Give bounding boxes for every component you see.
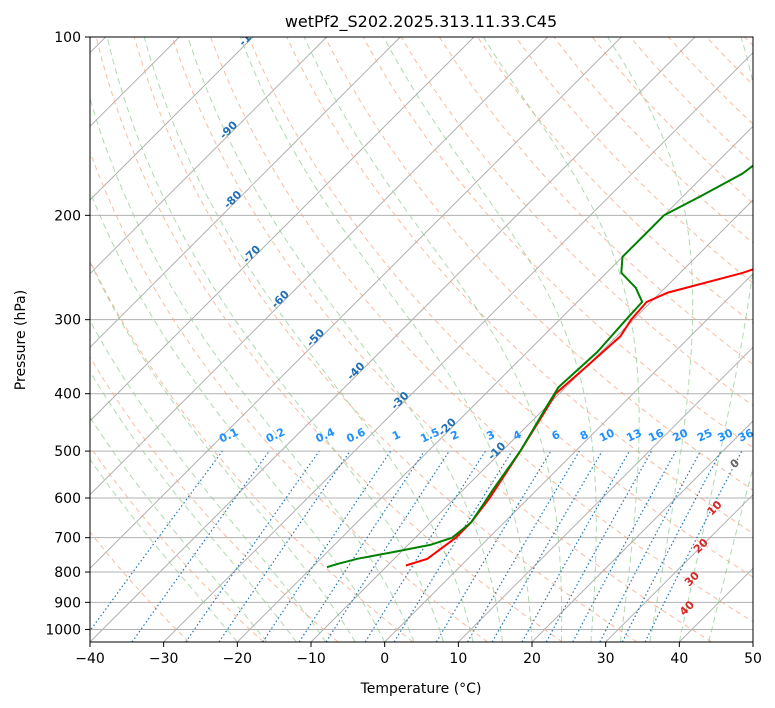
y-tick-label: 900	[54, 595, 81, 611]
x-tick-label: 50	[744, 651, 762, 667]
moist-adiabat-line	[187, 37, 503, 642]
mixing-ratio-line	[90, 450, 223, 632]
moist-adiabat-line	[90, 260, 356, 642]
moist-adiabat-line	[90, 458, 238, 642]
x-tick-label: 40	[670, 651, 688, 667]
dry-adiabat-line	[515, 37, 753, 284]
isotherm-gridline	[90, 37, 549, 496]
y-tick-label: 1000	[45, 622, 81, 638]
isotherm-gridline	[384, 272, 753, 642]
x-tick-label: −10	[296, 651, 326, 667]
isotherm-gridline	[90, 37, 475, 422]
mixing-ratio-line	[298, 450, 425, 642]
y-tick-label: 400	[54, 387, 81, 403]
dry-adiabat-line	[286, 37, 753, 534]
isotherm-gridline	[90, 37, 328, 275]
moist-adiabat-line	[143, 37, 474, 642]
moist-adiabat-line	[90, 96, 415, 642]
isotherm-gridline	[605, 493, 753, 642]
dewpoint-profile-line	[326, 164, 753, 569]
mixing-ratio-line	[572, 450, 677, 642]
x-axis: −40 −30 −20 −10 0 10 20 30 40 50	[75, 642, 762, 667]
mixing-ratio-label: 30	[716, 426, 736, 444]
isotherm-gridline	[90, 37, 622, 570]
moist-adiabat-line	[90, 189, 386, 642]
y-tick-label: 800	[54, 565, 81, 581]
isotherm-gridline	[90, 37, 696, 642]
mixing-ratio-line	[325, 450, 450, 642]
y-axis-label: Pressure (hPa)	[13, 290, 29, 390]
y-tick-label: 100	[54, 30, 81, 46]
x-tick-label: 10	[449, 651, 467, 667]
mixing-ratio-label: 36	[736, 426, 756, 444]
mixing-ratio-line	[644, 450, 743, 642]
plot-frame	[89, 36, 754, 643]
plot-area: -100-90-80-70-60-50-40-30-20-100.10.20.4…	[90, 20, 756, 642]
y-tick-label: 700	[54, 531, 81, 547]
mixing-ratio-line	[185, 450, 320, 642]
moist-adiabat-line	[607, 37, 694, 642]
dry-adiabat-line	[90, 150, 488, 642]
moist-adiabat-line	[90, 319, 327, 642]
isotherm-label: -100	[236, 20, 265, 49]
x-tick-label: 20	[523, 651, 541, 667]
moist-adiabat-line	[482, 37, 640, 642]
mixing-ratio-label: 20	[671, 426, 691, 444]
x-tick-label: −30	[149, 651, 179, 667]
y-axis: 100 200 300 400 500 600 700 800 900 1000	[45, 30, 90, 638]
temperature-profile-line	[405, 268, 753, 567]
dry-adiabat-line	[248, 37, 753, 578]
dry-adiabat-line	[438, 37, 753, 366]
y-tick-label: 200	[54, 208, 81, 224]
x-tick-label: 0	[380, 651, 389, 667]
moist-adiabat-line	[678, 37, 753, 642]
y-tick-label: 600	[54, 491, 81, 507]
moist-adiabat-line	[90, 370, 297, 642]
moist-adiabat-line	[303, 37, 563, 642]
isotherm-gridline	[90, 37, 401, 349]
moist-adiabat-line	[90, 416, 268, 642]
isotherm-gridline	[163, 51, 753, 642]
y-tick-label: 300	[54, 313, 81, 329]
mixing-ratio-label: 10	[597, 426, 617, 444]
mixing-ratio-line	[393, 450, 513, 642]
mixing-ratio-line	[521, 450, 631, 642]
chart-title: wetPf2_S202.2025.313.11.33.C45	[285, 12, 557, 32]
mixing-ratio-label: 16	[646, 426, 666, 444]
dry-adiabat-line	[90, 356, 339, 642]
mixing-ratio-line	[545, 450, 653, 642]
mixing-ratio-line	[262, 450, 392, 642]
moist-adiabat-line	[239, 37, 533, 642]
dry-adiabat-line	[90, 531, 190, 642]
isotherm-gridline	[531, 420, 753, 642]
dry-adiabat-line	[400, 37, 753, 407]
mixing-ratio-label: 13	[624, 426, 643, 444]
dry-adiabat-line	[133, 37, 638, 642]
dry-adiabat-line	[90, 445, 264, 642]
x-tick-label: −40	[75, 651, 105, 667]
x-tick-label: 30	[597, 651, 615, 667]
moist-adiabat-line	[708, 466, 753, 642]
dry-adiabat-line	[95, 37, 563, 642]
isotherm-gridline	[236, 125, 753, 642]
dry-adiabat-line	[90, 259, 414, 642]
moist-adiabat-line	[383, 37, 597, 642]
mixing-ratio-line	[218, 450, 351, 642]
dry-adiabat-line	[210, 37, 753, 623]
x-axis-label: Temperature (°C)	[360, 681, 482, 697]
isotherm-gridline	[90, 37, 254, 201]
y-tick-label: 500	[54, 444, 81, 460]
x-tick-label: −20	[223, 651, 253, 667]
mixing-ratio-label: 25	[695, 426, 714, 444]
moist-adiabat-line	[106, 37, 445, 642]
mixing-ratio-line	[131, 450, 270, 642]
